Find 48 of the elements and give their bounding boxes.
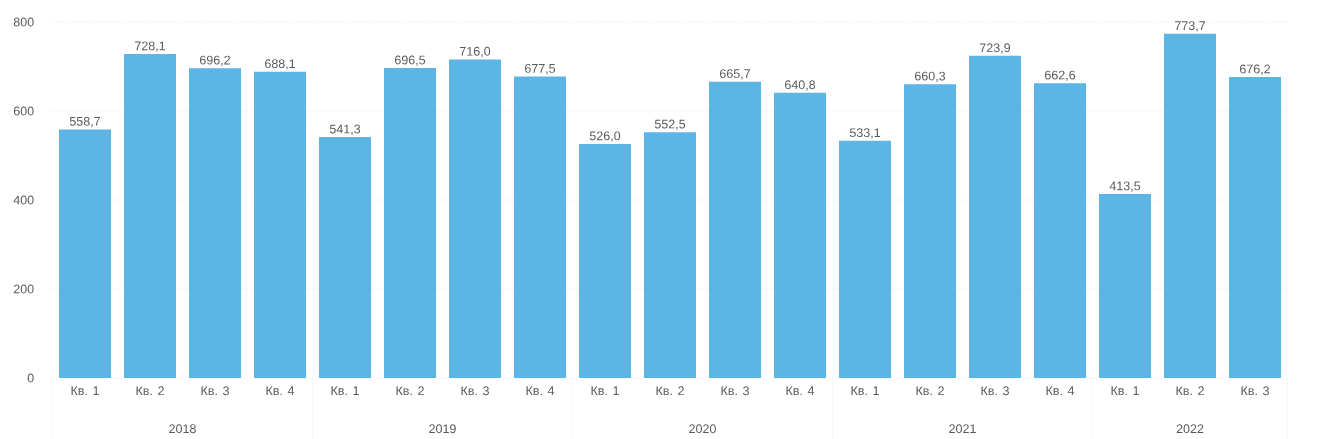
data-label: 413,5 — [1109, 181, 1141, 192]
x-tick-label: Кв. 1 — [71, 386, 99, 395]
x-tick-label: Кв. 4 — [1046, 386, 1075, 395]
data-label: 552,5 — [654, 119, 686, 130]
y-tick-label: 200 — [13, 284, 34, 294]
x-tick-label: Кв. 2 — [916, 386, 944, 396]
x-tick-label: Кв. 2 — [136, 386, 164, 396]
data-label: 716,0 — [460, 46, 491, 58]
data-label: 677,5 — [524, 63, 556, 75]
y-tick-label: 600 — [13, 106, 34, 116]
y-tick-label: 400 — [13, 195, 34, 205]
x-tick-label: Кв. 1 — [591, 386, 619, 395]
data-label: 660,3 — [914, 71, 946, 82]
x-tick-label: Кв. 3 — [461, 386, 489, 396]
x-tick-label: Кв. 2 — [656, 386, 684, 396]
text: 2021 — [949, 424, 976, 434]
x-tick-label: Кв. 1 — [331, 386, 359, 395]
data-label: 665,7 — [719, 69, 751, 80]
x-tick-label: Кв. 2 — [1176, 386, 1204, 396]
data-label: 688,1 — [264, 59, 296, 70]
y-tick-label: 800 — [13, 17, 34, 27]
data-label: 558,7 — [69, 116, 101, 128]
x-tick-label: Кв. 3 — [1241, 386, 1269, 396]
data-label: 696,2 — [199, 55, 231, 66]
text: 2020 — [689, 424, 716, 434]
data-label: 541,3 — [329, 124, 361, 135]
x-tick-label: Кв. 1 — [1111, 386, 1139, 395]
text: 2018 — [169, 424, 196, 434]
y-tick-label: 0 — [27, 373, 34, 383]
data-label: 773,7 — [1175, 21, 1206, 32]
x-tick-label: Кв. 4 — [266, 386, 295, 395]
x-tick-label: Кв. 3 — [721, 386, 749, 396]
data-label: 640,8 — [784, 80, 816, 91]
data-label: 662,6 — [1044, 70, 1076, 81]
text: 2022 — [1176, 424, 1204, 434]
x-tick-label: Кв. 2 — [396, 386, 424, 396]
x-tick-label: Кв. 4 — [526, 386, 555, 395]
data-label: 728,1 — [135, 41, 166, 52]
x-tick-label: Кв. 1 — [851, 386, 879, 395]
x-tick-label: Кв. 3 — [201, 386, 229, 396]
data-label: 676,2 — [1239, 64, 1271, 75]
data-label: 533,1 — [849, 128, 881, 139]
x-tick-label: Кв. 4 — [786, 386, 815, 395]
data-label: 526,0 — [589, 131, 621, 142]
x-tick-label: Кв. 3 — [981, 386, 1009, 396]
data-label: 723,9 — [980, 43, 1011, 54]
text: 2019 — [429, 424, 456, 434]
data-label: 696,5 — [394, 55, 426, 66]
